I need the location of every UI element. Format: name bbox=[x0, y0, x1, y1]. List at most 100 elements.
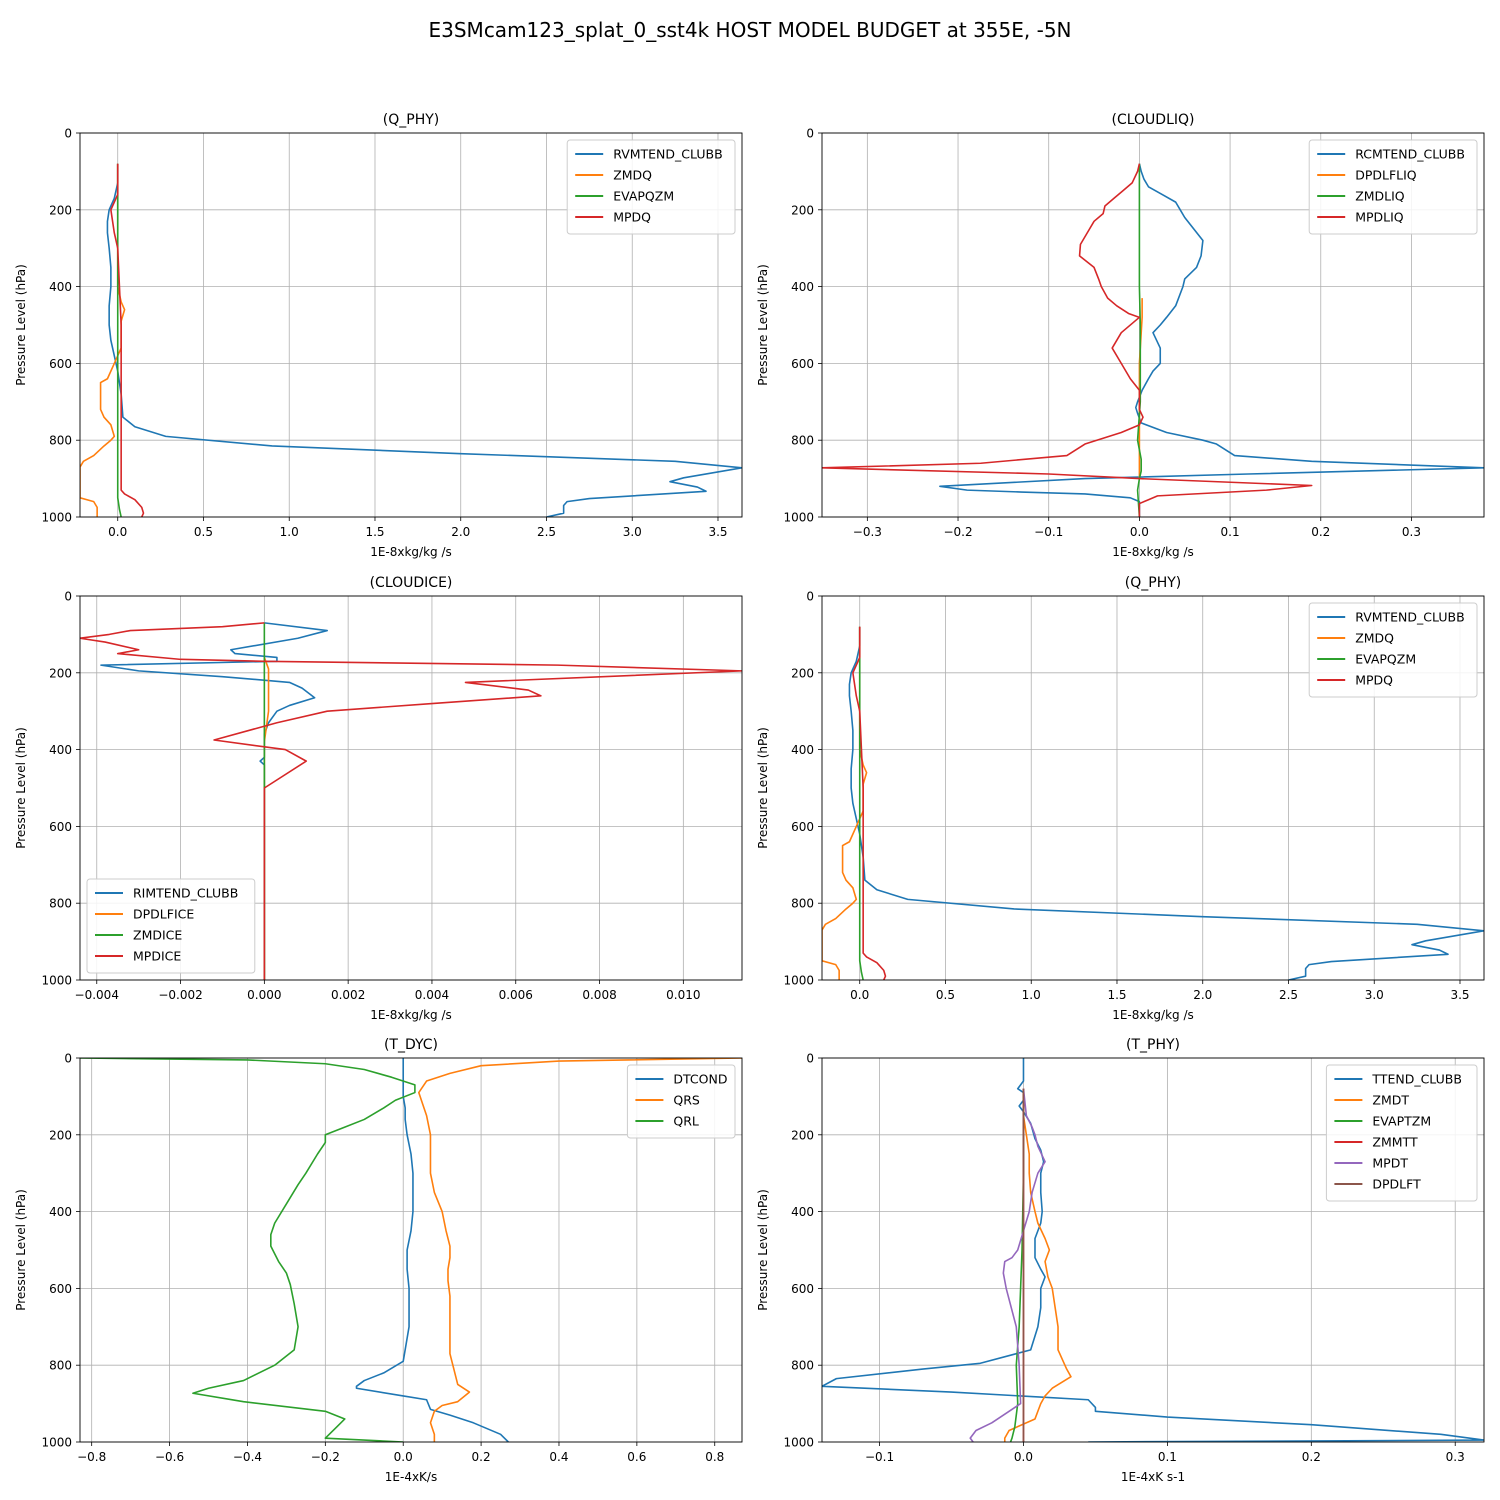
series-line-dtcond bbox=[355, 1058, 509, 1442]
y-tick-label: 600 bbox=[49, 820, 72, 834]
y-tick-label: 400 bbox=[791, 743, 814, 757]
y-tick-label: 800 bbox=[791, 1359, 814, 1373]
x-tick-label: −0.002 bbox=[158, 988, 202, 1002]
x-tick-label: 0.5 bbox=[194, 525, 213, 539]
x-tick-label: 0.3 bbox=[1446, 1450, 1465, 1464]
y-tick-label: 800 bbox=[791, 434, 814, 448]
chart-panel-2: −0.3 −0.2 −0.1 0.0 0.1 0.2 0.3 0 200 400 600 800 100… bbox=[756, 112, 1485, 559]
y-tick-label: 1000 bbox=[41, 1436, 72, 1450]
series-line-rvmtend-clubb bbox=[848, 626, 1484, 980]
legend-label: ZMDQ bbox=[1355, 631, 1394, 646]
series-line-mpdq bbox=[110, 163, 145, 517]
y-tick-label: 400 bbox=[49, 743, 72, 757]
y-tick-label: 600 bbox=[791, 820, 814, 834]
legend-label: MPDQ bbox=[613, 210, 651, 225]
legend-label: DPDLFICE bbox=[133, 907, 194, 922]
legend-label: QRL bbox=[673, 1114, 699, 1129]
x-axis-label: 1E-8xkg/kg /s bbox=[370, 1008, 452, 1022]
series-line-zmdq bbox=[822, 626, 868, 980]
axes-frame bbox=[821, 595, 1485, 981]
axes-frame bbox=[821, 1057, 1485, 1443]
series-line-rimtend-clubb bbox=[100, 622, 328, 980]
legend-box bbox=[86, 878, 256, 974]
series-line-mpdt bbox=[969, 1088, 1046, 1442]
x-tick-label: 3.5 bbox=[1450, 988, 1469, 1002]
legend-label: EVAPTZM bbox=[1372, 1114, 1431, 1129]
panel-title: (Q_PHY) bbox=[1125, 575, 1181, 591]
y-tick-label: 200 bbox=[49, 666, 72, 680]
y-axis-label: Pressure Level (hPa) bbox=[14, 264, 28, 386]
panel-title: (CLOUDLIQ) bbox=[1112, 112, 1195, 128]
y-tick-label: 800 bbox=[791, 897, 814, 911]
y-axis-label: Pressure Level (hPa) bbox=[14, 727, 28, 849]
legend-label: QRS bbox=[673, 1093, 700, 1108]
figure-title: E3SMcam123_splat_0_sst4k HOST MODEL BUDG… bbox=[429, 18, 1072, 42]
y-tick-label: 600 bbox=[49, 1282, 72, 1296]
legend-box bbox=[1308, 602, 1478, 698]
series-line-qrs bbox=[417, 1058, 742, 1442]
legend-label: DPDLFT bbox=[1372, 1177, 1421, 1192]
x-tick-label: 0.002 bbox=[331, 988, 365, 1002]
legend-box bbox=[1308, 139, 1478, 235]
x-tick-label: 0.3 bbox=[1402, 525, 1421, 539]
series-group bbox=[80, 1058, 742, 1442]
y-tick-label: 1000 bbox=[783, 974, 814, 988]
y-tick-label: 800 bbox=[49, 897, 72, 911]
x-tick-label: 0.008 bbox=[582, 988, 616, 1002]
legend-box bbox=[626, 1064, 736, 1139]
x-tick-label: 0.8 bbox=[705, 1450, 724, 1464]
chart-panel-6: −0.1 0.0 0.1 0.2 0.3 0 200 400 600 800 1000 (T_PHY)… bbox=[756, 1037, 1485, 1484]
x-axis-label: 1E-4xK/s bbox=[385, 1470, 437, 1484]
legend-label: DTCOND bbox=[673, 1072, 727, 1087]
x-tick-label: −0.2 bbox=[943, 525, 972, 539]
y-tick-label: 800 bbox=[49, 434, 72, 448]
x-tick-label: 0.010 bbox=[666, 988, 700, 1002]
legend-label: RIMTEND_CLUBB bbox=[133, 886, 238, 901]
legend-label: MPDICE bbox=[133, 949, 181, 964]
y-tick-label: 800 bbox=[49, 1359, 72, 1373]
x-tick-label: −0.2 bbox=[311, 1450, 340, 1464]
y-tick-label: 200 bbox=[49, 1128, 72, 1142]
legend-label: ZMDT bbox=[1372, 1093, 1409, 1108]
x-tick-label: 3.0 bbox=[623, 525, 642, 539]
x-tick-label: 1.0 bbox=[280, 525, 299, 539]
series-group bbox=[80, 622, 742, 980]
x-tick-label: −0.1 bbox=[865, 1450, 894, 1464]
legend-label: ZMDLIQ bbox=[1355, 189, 1405, 204]
y-axis-label: Pressure Level (hPa) bbox=[756, 727, 770, 849]
y-tick-label: 0 bbox=[806, 127, 814, 141]
legend-label: ZMMTT bbox=[1372, 1135, 1418, 1150]
x-tick-label: 0.1 bbox=[1221, 525, 1240, 539]
panel-title: (T_DYC) bbox=[384, 1037, 438, 1053]
legend: RCMTEND_CLUBB DPDLFLIQ ZMDLIQ MPDLIQ bbox=[1308, 139, 1478, 235]
x-tick-label: 0.0 bbox=[1014, 1450, 1033, 1464]
x-tick-label: 0.6 bbox=[627, 1450, 646, 1464]
y-tick-label: 400 bbox=[791, 1205, 814, 1219]
y-tick-label: 200 bbox=[791, 1128, 814, 1142]
x-axis-label: 1E-8xkg/kg /s bbox=[1112, 545, 1194, 559]
legend-label: MPDLIQ bbox=[1355, 210, 1404, 225]
x-tick-label: 0.2 bbox=[1311, 525, 1330, 539]
x-tick-label: 3.5 bbox=[708, 525, 727, 539]
panel-title: (CLOUDICE) bbox=[370, 575, 453, 591]
series-line-zmdq bbox=[80, 163, 126, 517]
series-group bbox=[80, 163, 742, 517]
y-tick-label: 400 bbox=[49, 280, 72, 294]
y-tick-label: 400 bbox=[49, 1205, 72, 1219]
y-axis-label: Pressure Level (hPa) bbox=[756, 1189, 770, 1311]
x-tick-label: 0.004 bbox=[415, 988, 449, 1002]
legend-label: MPDT bbox=[1372, 1156, 1408, 1171]
y-tick-label: 0 bbox=[64, 1052, 72, 1066]
x-tick-label: 0.2 bbox=[1302, 1450, 1321, 1464]
y-tick-label: 600 bbox=[791, 1282, 814, 1296]
x-axis-label: 1E-4xK s-1 bbox=[1121, 1470, 1185, 1484]
legend: RVMTEND_CLUBB ZMDQ EVAPQZM MPDQ bbox=[566, 139, 736, 235]
x-tick-label: 0.2 bbox=[472, 1450, 491, 1464]
x-tick-label: 0.4 bbox=[549, 1450, 568, 1464]
legend-box bbox=[1325, 1064, 1478, 1202]
chart-panel-1: 0.0 0.5 1.0 1.5 2.0 2.5 3.0 3.5 0 200 400 600 800 100… bbox=[14, 112, 743, 559]
series-line-rvmtend-clubb bbox=[106, 163, 742, 517]
legend-label: RVMTEND_CLUBB bbox=[1355, 610, 1464, 625]
y-tick-label: 200 bbox=[791, 666, 814, 680]
x-tick-label: 3.0 bbox=[1365, 988, 1384, 1002]
